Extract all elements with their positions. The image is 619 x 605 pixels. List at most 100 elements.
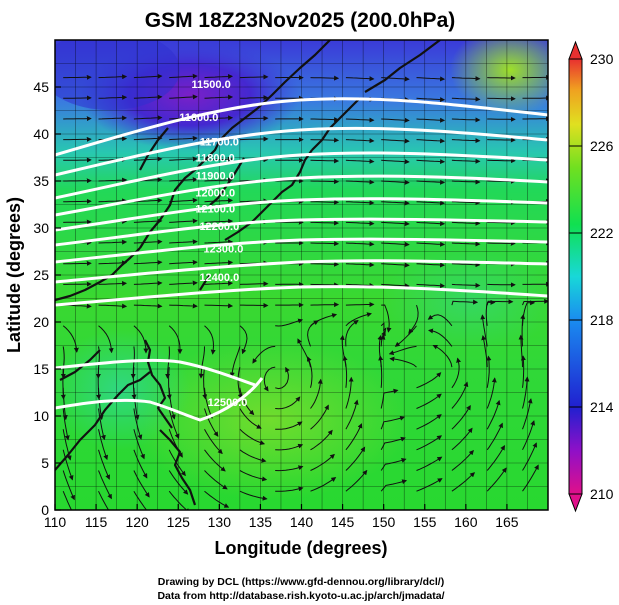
- streamline: [416, 138, 446, 144]
- streamline: [252, 345, 276, 364]
- streamline: [518, 334, 524, 368]
- contour-label: 11600.0: [179, 112, 218, 124]
- streamline: [522, 298, 548, 306]
- streamline: [275, 318, 304, 327]
- streamline: [169, 177, 198, 183]
- streamline: [239, 387, 255, 416]
- streamline: [133, 135, 163, 141]
- streamline: [381, 76, 410, 82]
- streamline: [522, 442, 538, 471]
- streamline: [98, 74, 128, 80]
- streamline: [416, 159, 446, 165]
- contour-line: [55, 259, 548, 284]
- cold-region-west: [55, 40, 180, 110]
- streamline: [486, 299, 514, 306]
- streamline: [486, 422, 503, 451]
- streamline: [451, 427, 473, 451]
- streamline: [380, 436, 406, 451]
- colorbar: 210 214 218 222 226 230: [568, 40, 614, 513]
- streamline: [345, 302, 375, 308]
- streamline: [310, 404, 329, 430]
- streamline: [204, 449, 226, 472]
- streamline: [416, 283, 446, 289]
- streamline: [345, 469, 368, 492]
- y-axis-ticks: 0 5 10 15 20 25 30 35 40 45: [33, 79, 61, 518]
- streamline: [451, 241, 481, 247]
- streamline: [487, 240, 516, 246]
- streamline: [133, 429, 145, 460]
- streamline: [169, 239, 198, 245]
- coast-mindanao: [159, 429, 197, 506]
- x-tick-label: 115: [85, 514, 108, 530]
- streamline: [239, 115, 269, 121]
- streamline: [204, 470, 228, 490]
- streamline: [169, 73, 198, 79]
- streamline: [168, 408, 180, 440]
- streamline: [63, 219, 92, 225]
- credit-data-source: Data from http://database.rish.kyoto-u.a…: [157, 590, 444, 602]
- streamline: [204, 198, 234, 204]
- streamline: [297, 338, 311, 368]
- streamline: [377, 334, 383, 368]
- x-axis-label: Longitude (degrees): [214, 538, 387, 558]
- streamline: [381, 283, 410, 289]
- streamline: [98, 429, 109, 461]
- coastlines: [55, 40, 441, 506]
- streamline: [263, 366, 276, 392]
- colorbar-tick-label: 226: [590, 138, 614, 154]
- coast-taiwan: [199, 274, 211, 291]
- streamline: [133, 280, 163, 286]
- streamline: [416, 414, 442, 430]
- streamline: [275, 366, 290, 390]
- x-tick-label: 135: [249, 514, 273, 530]
- streamline: [133, 218, 163, 224]
- streamline: [394, 325, 417, 347]
- streamline: [345, 376, 354, 409]
- streamline: [62, 491, 73, 510]
- x-tick-label: 165: [495, 514, 519, 530]
- contour-line: [55, 174, 548, 217]
- streamline: [408, 304, 419, 334]
- streamline: [204, 490, 230, 508]
- streamline: [416, 241, 446, 247]
- streamline: [133, 325, 149, 354]
- streamline: [486, 467, 507, 492]
- streamline: [310, 429, 333, 451]
- streamline: [204, 115, 234, 121]
- streamline: [133, 73, 163, 79]
- plot-area: 11500.0 11600.0 11700.0 11800.0 11900.0 12000…: [55, 40, 548, 510]
- contour-label: 12000.0: [195, 187, 235, 199]
- streamline: [133, 197, 163, 203]
- contour-line: [55, 358, 256, 387]
- streamline: [451, 158, 481, 164]
- credit-drawing: Drawing by DCL (https://www.gfd-dennou.o…: [158, 576, 444, 588]
- streamline: [98, 408, 106, 441]
- streamline: [169, 218, 198, 224]
- y-tick-label: 35: [33, 173, 49, 189]
- streamline: [345, 320, 359, 347]
- streamline: [381, 138, 410, 144]
- streamline: [310, 477, 337, 492]
- streamline: [451, 76, 481, 82]
- x-tick-label: 130: [208, 514, 232, 530]
- streamline: [168, 470, 189, 495]
- streamline: [522, 398, 533, 430]
- streamline: [416, 393, 442, 409]
- streamline: [310, 158, 340, 164]
- streamline: [98, 470, 112, 500]
- warm-region-south: [130, 340, 410, 500]
- streamline: [168, 325, 183, 355]
- streamline: [133, 490, 148, 510]
- y-tick-label: 10: [33, 408, 49, 424]
- streamline: [98, 325, 114, 354]
- streamline: [381, 221, 410, 227]
- streamline: [480, 314, 488, 347]
- streamline: [310, 282, 340, 288]
- streamline: [133, 156, 163, 162]
- streamline: [310, 199, 340, 205]
- streamline: [416, 372, 442, 389]
- streamline: [416, 117, 446, 123]
- streamline: [133, 259, 163, 265]
- contour-line: [55, 197, 548, 232]
- streamline: [239, 95, 269, 101]
